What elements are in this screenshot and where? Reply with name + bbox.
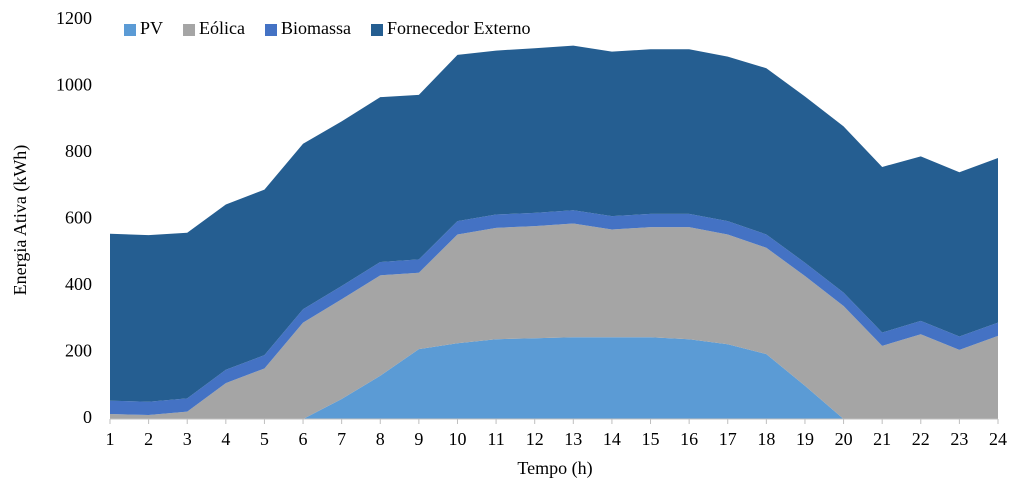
area (110, 45, 998, 402)
x-tick-label: 13 (564, 429, 582, 449)
area (110, 223, 998, 419)
x-tick-label: 11 (487, 429, 504, 449)
y-tick-label: 1200 (56, 8, 92, 28)
legend-label: Biomassa (281, 18, 351, 38)
x-tick-label: 6 (299, 429, 308, 449)
x-tick-label: 9 (414, 429, 423, 449)
legend-label: Eólica (199, 18, 245, 38)
y-axis-label: Energia Ativa (kWh) (10, 145, 31, 296)
x-tick-label: 15 (642, 429, 660, 449)
x-tick-label: 3 (183, 429, 192, 449)
x-tick-label: 1 (106, 429, 115, 449)
x-tick-label: 10 (448, 429, 466, 449)
area (110, 337, 998, 419)
x-tick-label: 21 (873, 429, 891, 449)
x-tick-label: 16 (680, 429, 698, 449)
y-tick-label: 600 (65, 208, 92, 228)
legend-label: Fornecedor Externo (387, 18, 530, 38)
legend-swatch (265, 24, 277, 36)
y-tick-label: 800 (65, 141, 92, 161)
x-tick-label: 24 (989, 429, 1007, 449)
x-tick-label: 17 (719, 429, 737, 449)
area (110, 210, 998, 416)
x-tick-label: 22 (912, 429, 930, 449)
x-tick-label: 19 (796, 429, 814, 449)
legend-swatch (183, 24, 196, 36)
x-axis-label: Tempo (h) (517, 458, 592, 479)
x-tick-label: 5 (260, 429, 269, 449)
x-tick-label: 4 (221, 429, 230, 449)
y-tick-label: 400 (65, 274, 92, 294)
legend-swatch (124, 24, 136, 36)
y-tick-label: 0 (83, 407, 92, 427)
legend-label: PV (140, 18, 163, 38)
x-tick-label: 2 (144, 429, 153, 449)
x-tick-label: 20 (835, 429, 853, 449)
x-tick-label: 23 (950, 429, 968, 449)
x-tick-label: 18 (757, 429, 775, 449)
y-tick-label: 1000 (56, 75, 92, 95)
x-tick-label: 14 (603, 429, 621, 449)
x-tick-label: 12 (526, 429, 544, 449)
x-tick-label: 7 (337, 429, 346, 449)
y-tick-label: 200 (65, 341, 92, 361)
x-tick-label: 8 (376, 429, 385, 449)
legend-swatch (371, 24, 383, 36)
